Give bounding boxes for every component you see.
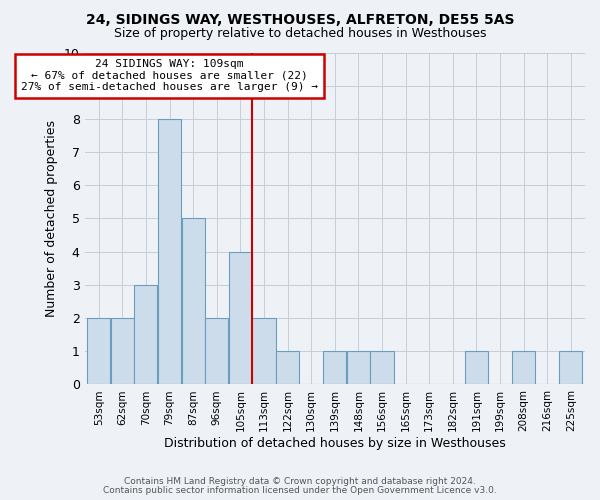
Y-axis label: Number of detached properties: Number of detached properties <box>45 120 58 317</box>
Bar <box>111 318 134 384</box>
Text: Contains HM Land Registry data © Crown copyright and database right 2024.: Contains HM Land Registry data © Crown c… <box>124 477 476 486</box>
Text: Size of property relative to detached houses in Westhouses: Size of property relative to detached ho… <box>114 28 486 40</box>
Text: 24 SIDINGS WAY: 109sqm
← 67% of detached houses are smaller (22)
27% of semi-det: 24 SIDINGS WAY: 109sqm ← 67% of detached… <box>21 59 318 92</box>
Bar <box>87 318 110 384</box>
Bar <box>465 352 488 384</box>
Bar <box>370 352 394 384</box>
Bar <box>253 318 275 384</box>
Bar <box>559 352 583 384</box>
Text: 24, SIDINGS WAY, WESTHOUSES, ALFRETON, DE55 5AS: 24, SIDINGS WAY, WESTHOUSES, ALFRETON, D… <box>86 12 514 26</box>
Bar <box>158 119 181 384</box>
Bar <box>205 318 229 384</box>
Bar <box>134 285 157 384</box>
X-axis label: Distribution of detached houses by size in Westhouses: Distribution of detached houses by size … <box>164 437 506 450</box>
Bar <box>323 352 346 384</box>
Bar <box>347 352 370 384</box>
Bar <box>229 252 252 384</box>
Bar <box>276 352 299 384</box>
Bar <box>512 352 535 384</box>
Bar <box>182 218 205 384</box>
Text: Contains public sector information licensed under the Open Government Licence v3: Contains public sector information licen… <box>103 486 497 495</box>
